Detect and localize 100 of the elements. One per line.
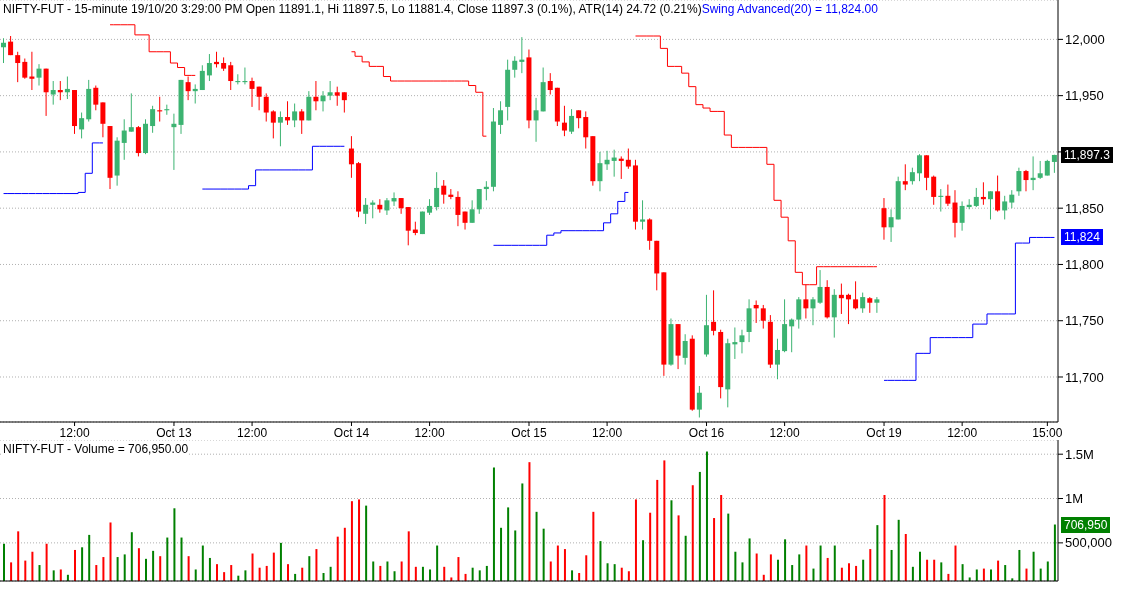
candlestick xyxy=(434,171,440,211)
candlestick xyxy=(128,92,134,133)
text: 706,950 xyxy=(1061,516,1111,533)
candlestick xyxy=(292,103,298,128)
candlestick xyxy=(455,190,461,227)
text: 11,897.3 xyxy=(1061,146,1113,163)
candlestick xyxy=(533,97,539,143)
candlestick xyxy=(916,153,922,182)
candlestick xyxy=(100,101,106,138)
y-tick-label: 1.5M xyxy=(1065,446,1094,462)
candlestick xyxy=(561,105,567,137)
candlestick xyxy=(50,80,56,106)
candlestick xyxy=(831,288,837,339)
y-tick-label: 11,750 xyxy=(1065,313,1104,329)
candlestick xyxy=(121,118,127,161)
candlestick xyxy=(249,77,255,108)
candlestick xyxy=(618,155,624,180)
candlestick xyxy=(405,206,411,246)
candlestick xyxy=(874,296,880,314)
candlestick xyxy=(57,80,63,101)
candlestick xyxy=(732,326,738,360)
candlestick xyxy=(739,329,745,354)
candlestick xyxy=(1023,169,1029,192)
candlestick xyxy=(263,92,269,123)
y-tick-label: 11,850 xyxy=(1065,200,1104,216)
candlestick xyxy=(22,58,28,80)
candlestick xyxy=(973,187,979,208)
candlestick xyxy=(952,189,958,238)
candlestick xyxy=(185,76,191,101)
x-tick-label: Oct 14 xyxy=(333,425,370,440)
x-tick-label: 12:00 xyxy=(237,425,268,440)
candlestick xyxy=(576,109,582,129)
x-tick-label: Oct 19 xyxy=(866,425,903,440)
x-tick-label: 12:00 xyxy=(414,425,445,440)
candlestick xyxy=(29,51,35,91)
candlestick xyxy=(853,280,859,310)
y-tick-label: 11,700 xyxy=(1065,369,1104,385)
candlestick xyxy=(150,105,156,134)
candlestick xyxy=(306,90,312,121)
candlestick xyxy=(881,197,887,241)
candlestick xyxy=(1002,195,1008,220)
candlestick xyxy=(363,197,369,225)
candlestick xyxy=(199,64,205,91)
x-tick-label: Oct 13 xyxy=(156,425,192,440)
candlestick xyxy=(36,63,42,87)
candlestick xyxy=(583,110,589,150)
candlestick xyxy=(299,108,305,135)
candlestick xyxy=(746,298,752,343)
candlestick xyxy=(469,199,475,224)
candlestick xyxy=(1016,167,1022,197)
y-tick-label: 1M xyxy=(1065,491,1084,507)
candlestick xyxy=(817,269,823,305)
y-tick-label: 12,000 xyxy=(1065,32,1105,47)
candlestick xyxy=(228,61,234,91)
y-tick-label: 11,950 xyxy=(1065,88,1104,104)
candlestick xyxy=(547,72,553,96)
candlestick xyxy=(512,55,518,79)
candlestick xyxy=(498,100,504,135)
candlestick xyxy=(597,151,603,192)
chart-title: NIFTY-FUT - Volume = 706,950.00 xyxy=(3,442,189,456)
candlestick xyxy=(206,53,212,82)
candlestick xyxy=(327,80,333,101)
candlestick xyxy=(640,199,646,231)
candlestick xyxy=(860,292,866,314)
candlestick xyxy=(93,85,99,111)
candlestick xyxy=(796,296,802,330)
x-tick-label: Oct 16 xyxy=(688,425,725,440)
candlestick xyxy=(959,200,965,232)
candlestick xyxy=(711,289,717,336)
candlestick xyxy=(774,338,780,380)
candlestick xyxy=(341,91,347,114)
candlestick xyxy=(43,68,49,117)
candlestick xyxy=(647,217,653,251)
x-tick-label: 12:00 xyxy=(947,425,978,440)
chart-title: NIFTY-FUT - 15-minute 19/10/20 3:29:00 PM Open 11891.1, Hi 11897.5, Lo 11881.4, Close 11897.3 (0.1%), ATR(14) 24.72 (0.21%) xyxy=(3,2,702,16)
candlestick xyxy=(441,179,447,205)
candlestick xyxy=(625,148,631,170)
candlestick xyxy=(277,110,283,147)
candlestick xyxy=(15,51,21,83)
candlestick xyxy=(569,108,575,135)
candlestick xyxy=(1037,160,1043,180)
text: 11,824 xyxy=(1061,229,1103,246)
candlestick xyxy=(270,109,276,139)
candlestick xyxy=(902,163,908,191)
candlestick xyxy=(945,184,951,207)
candlestick xyxy=(79,112,85,139)
candlestick xyxy=(334,86,340,107)
candlestick xyxy=(483,180,489,201)
candlestick xyxy=(519,36,525,74)
candlestick xyxy=(1030,155,1036,191)
candlestick xyxy=(370,199,376,219)
candlestick xyxy=(476,188,482,215)
chart-subtitle: Swing Advanced(20) = 11,824.00 xyxy=(701,2,878,16)
candlestick xyxy=(810,296,816,326)
x-tick-label: 12:00 xyxy=(592,425,623,440)
candlestick xyxy=(980,181,986,206)
x-tick-label: 15:00 xyxy=(1032,425,1063,440)
candlestick xyxy=(888,208,894,243)
candlestick xyxy=(760,304,766,330)
x-tick-label: 12:00 xyxy=(59,425,90,440)
